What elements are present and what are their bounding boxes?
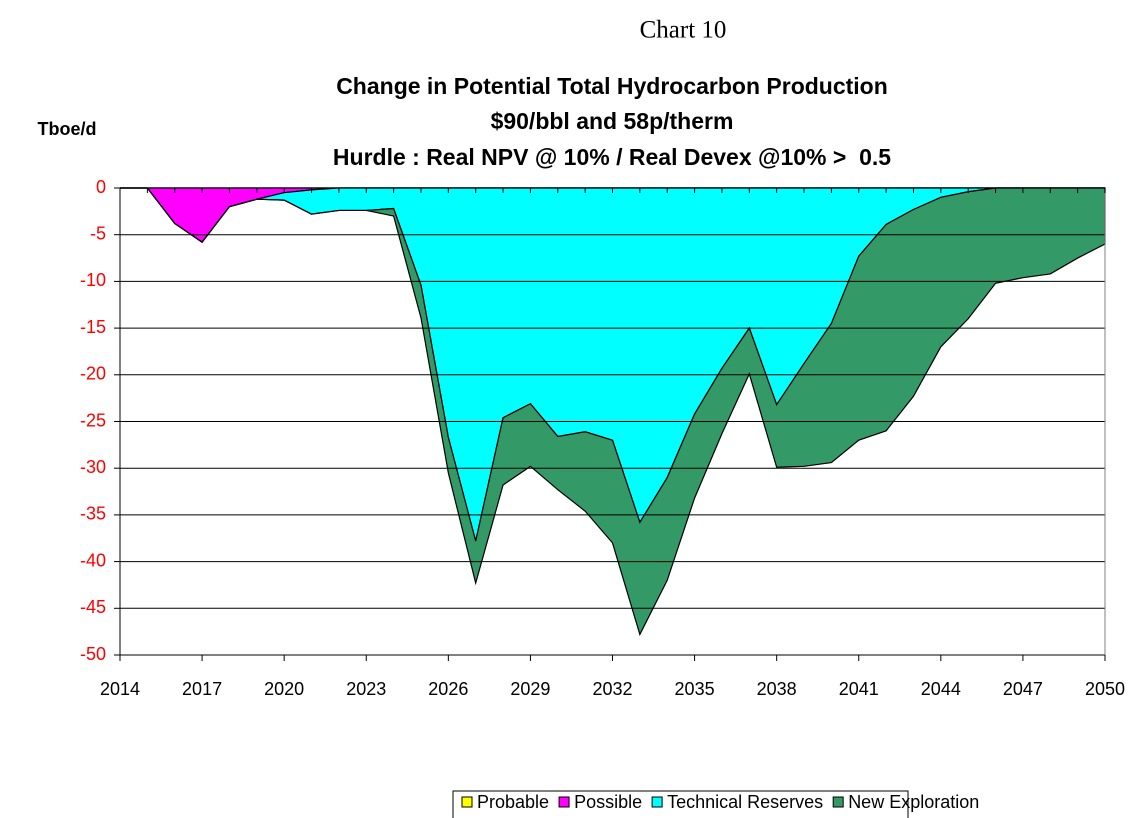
- x-tick-label: 2050: [1085, 679, 1125, 699]
- y-tick-label: -5: [90, 223, 106, 243]
- x-tick-label: 2020: [264, 679, 304, 699]
- y-tick-label: -25: [80, 410, 106, 430]
- x-tick-label: 2026: [428, 679, 468, 699]
- x-tick-label: 2047: [1003, 679, 1043, 699]
- x-tick-label: 2038: [757, 679, 797, 699]
- chart-title: Hurdle : Real NPV @ 10% / Real Devex @10…: [333, 144, 891, 170]
- y-axis-label: Tboe/d: [38, 119, 97, 139]
- x-tick-label: 2023: [346, 679, 386, 699]
- legend-swatch: [832, 796, 844, 808]
- legend-swatch: [558, 796, 570, 808]
- y-tick-label: -50: [80, 644, 106, 664]
- legend-box: [452, 790, 909, 818]
- y-tick-label: 0: [96, 177, 106, 197]
- x-tick-label: 2029: [510, 679, 550, 699]
- legend-label: Possible: [574, 792, 642, 812]
- legend-label: Probable: [477, 792, 549, 812]
- caption: Chart 10: [640, 17, 727, 44]
- y-tick-label: -35: [80, 504, 106, 524]
- legend-label: New Exploration: [848, 792, 979, 812]
- x-tick-label: 2032: [592, 679, 632, 699]
- legend-swatch: [651, 796, 663, 808]
- chart-title: Change in Potential Total Hydrocarbon Pr…: [336, 73, 888, 99]
- legend-swatch: [461, 796, 473, 808]
- chart-title: $90/bbl and 58p/therm: [491, 108, 734, 134]
- y-tick-label: -20: [80, 364, 106, 384]
- y-tick-label: -45: [80, 597, 106, 617]
- y-tick-label: -15: [80, 317, 106, 337]
- x-tick-label: 2017: [182, 679, 222, 699]
- x-tick-label: 2041: [839, 679, 879, 699]
- legend-label: Technical Reserves: [667, 792, 823, 812]
- y-tick-label: -30: [80, 457, 106, 477]
- y-tick-label: -40: [80, 550, 106, 570]
- x-tick-label: 2044: [921, 679, 961, 699]
- x-tick-label: 2035: [675, 679, 715, 699]
- y-tick-label: -10: [80, 270, 106, 290]
- x-tick-label: 2014: [100, 679, 140, 699]
